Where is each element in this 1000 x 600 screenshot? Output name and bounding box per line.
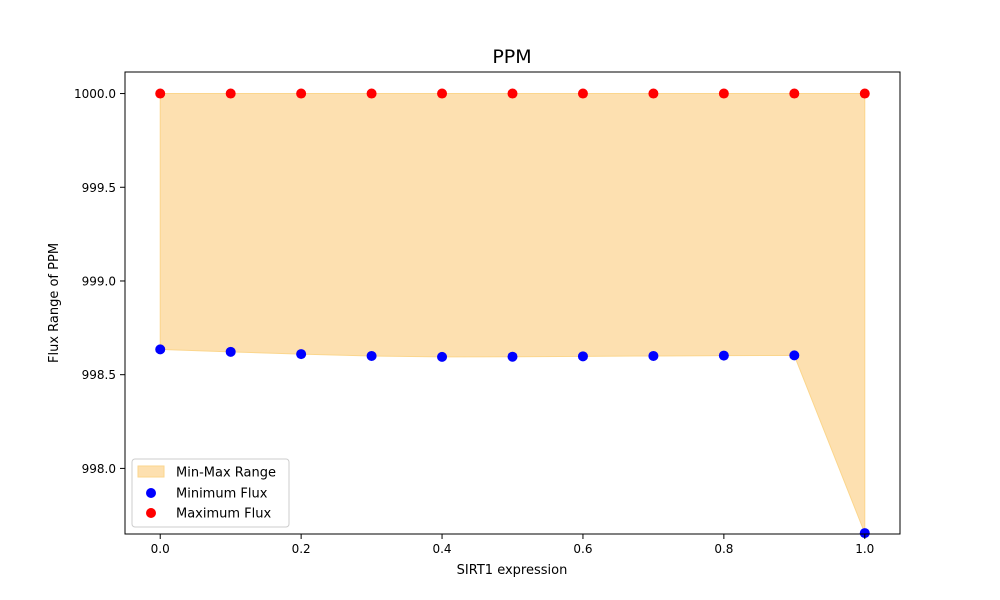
y-axis-label: Flux Range of PPM	[47, 243, 62, 363]
y-tick-label: 999.5	[82, 181, 116, 195]
x-axis-label: SIRT1 expression	[457, 563, 568, 578]
y-tick-label: 1000.0	[74, 87, 116, 101]
x-tick-label: 0.6	[573, 542, 592, 556]
x-tick-label: 0.0	[151, 542, 170, 556]
legend: Min-Max Range Minimum Flux Maximum Flux	[131, 458, 290, 528]
minimum-flux-point	[789, 350, 800, 361]
plot-frame	[124, 71, 901, 535]
minimum-flux-point	[507, 351, 518, 362]
maximum-flux-point	[507, 88, 518, 99]
maximum-flux-point	[437, 88, 448, 99]
minimum-flux-point	[577, 351, 588, 362]
maximum-flux-point	[789, 88, 800, 99]
maximum-flux-point	[366, 88, 377, 99]
minimum-flux-point	[296, 349, 307, 360]
legend-swatch-range	[137, 465, 165, 478]
maximum-flux-point	[577, 88, 588, 99]
legend-label: Minimum Flux	[176, 487, 268, 502]
x-tick-label: 0.4	[432, 542, 451, 556]
maximum-flux-point	[859, 88, 870, 99]
minimum-flux-point	[859, 528, 870, 539]
minimum-flux-point	[437, 351, 448, 362]
y-tick-label: 998.5	[82, 368, 116, 382]
x-axis-ticks: 0.0 0.2 0.4 0.6 0.8 1.0	[151, 534, 874, 556]
minimum-flux-point	[648, 350, 659, 361]
maximum-flux-point	[648, 88, 659, 99]
y-axis-ticks: 998.0 998.5 999.0 999.5 1000.0	[74, 87, 125, 476]
minimum-flux-point	[225, 346, 236, 357]
legend-marker	[146, 508, 156, 518]
maximum-flux-point	[718, 88, 729, 99]
minimum-flux-point	[155, 344, 166, 355]
legend-label: Maximum Flux	[176, 507, 272, 522]
y-tick-label: 998.0	[82, 462, 116, 476]
legend-marker	[146, 488, 156, 498]
x-tick-label: 0.8	[714, 542, 733, 556]
minimum-flux-point	[718, 350, 729, 361]
x-tick-label: 0.2	[292, 542, 311, 556]
maximum-flux-point	[225, 88, 236, 99]
y-tick-label: 999.0	[82, 274, 116, 288]
chart-title: PPM	[492, 46, 531, 68]
minimum-flux-point	[366, 350, 377, 361]
maximum-flux-point	[155, 88, 166, 99]
legend-box	[131, 458, 290, 528]
maximum-flux-point	[296, 88, 307, 99]
x-tick-label: 1.0	[855, 542, 874, 556]
marker-layer	[155, 88, 870, 539]
legend-label-range: Min-Max Range	[176, 466, 276, 481]
